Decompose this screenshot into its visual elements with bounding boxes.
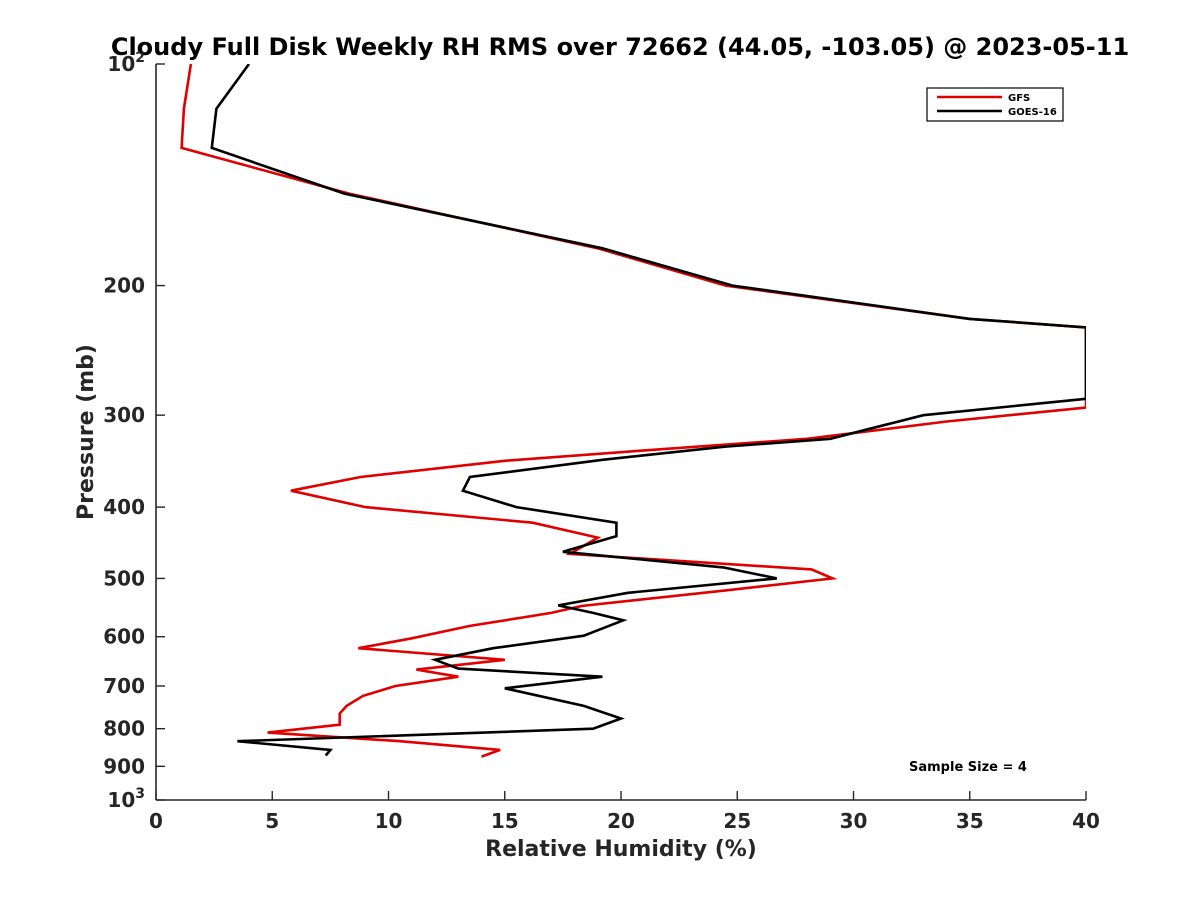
y-tick-label: 200 (103, 274, 145, 298)
y-tick-label: 600 (103, 625, 145, 649)
series-layer (180, 64, 1086, 758)
x-tick-label: 20 (607, 809, 635, 833)
chart-title: Cloudy Full Disk Weekly RH RMS over 7266… (111, 33, 1129, 61)
y-tick-label: 103 (107, 786, 145, 812)
y-axis-title: Pressure (mb) (74, 344, 99, 520)
y-tick-label: 400 (103, 495, 145, 519)
legend-label-goes16: GOES-16 (1008, 107, 1057, 118)
legend-box (926, 87, 1064, 122)
x-axis-title: Relative Humidity (%) (485, 837, 757, 862)
y-tick-label: 500 (103, 566, 145, 590)
x-tick-label: 0 (149, 809, 163, 833)
y-tick-label: 800 (103, 717, 145, 741)
x-tick-label: 30 (840, 809, 868, 833)
series-line-goes16 (210, 64, 1086, 757)
x-tick-label: 40 (1072, 809, 1100, 833)
y-tick-layer: 200 300 400 500 600 700 800 900 102 103 (103, 50, 165, 812)
y-tick-label: 300 (103, 403, 145, 427)
x-tick-label: 5 (265, 809, 279, 833)
sample-size-annotation: Sample Size = 4 (909, 760, 1027, 775)
legend-label-gfs: GFS (1008, 93, 1030, 104)
x-tick-label: 35 (956, 809, 984, 833)
plot-area: 0 5 10 15 20 25 30 35 40 200 300 400 500 600 700 800 90… (103, 50, 1100, 833)
x-tick-label: 10 (375, 809, 403, 833)
y-tick-label: 900 (103, 754, 145, 778)
x-tick-layer: 0 5 10 15 20 25 30 35 40 (149, 791, 1100, 833)
y-tick-label: 700 (103, 674, 145, 698)
x-tick-label: 15 (491, 809, 519, 833)
y-tick-label: 102 (107, 50, 145, 76)
x-tick-label: 25 (723, 809, 751, 833)
legend: GFS GOES-16 (926, 87, 1064, 122)
